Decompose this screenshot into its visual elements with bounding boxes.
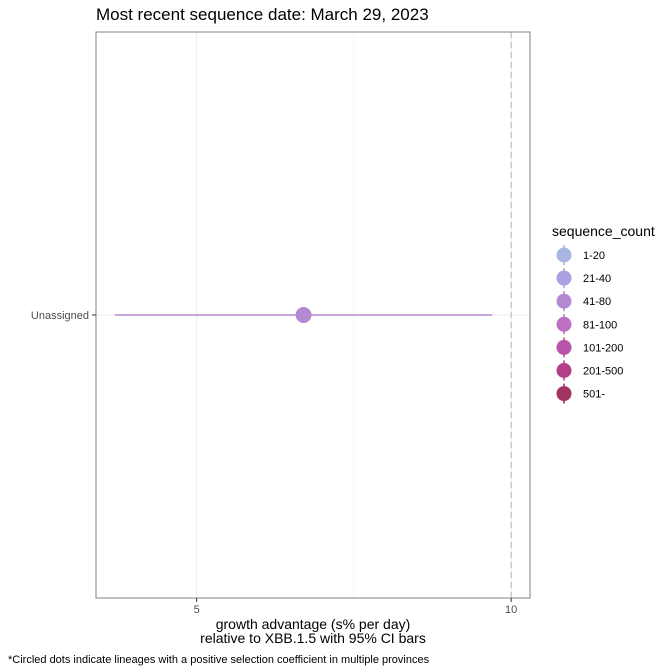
legend-key: [556, 268, 572, 289]
x-axis-title-line1: growth advantage (s% per day): [216, 616, 411, 632]
chart-title: Most recent sequence date: March 29, 202…: [96, 5, 429, 24]
legend-label: 21-40: [583, 273, 611, 285]
legend-key: [556, 337, 572, 358]
data-marks: [114, 307, 493, 323]
chart-caption: *Circled dots indicate lineages with a p…: [8, 654, 430, 666]
plot-panel: [95, 31, 531, 599]
legend: sequence_count 1-20 21-40 41-80 81-100 101-2…: [552, 223, 655, 404]
legend-label: 41-80: [583, 296, 611, 308]
legend-key-dot: [556, 316, 572, 332]
legend-key-dot: [556, 339, 572, 355]
legend-key-dot: [556, 270, 572, 286]
legend-label: 81-100: [583, 319, 617, 331]
x-axis: 5 10: [194, 598, 517, 616]
legend-title: sequence_count: [552, 223, 655, 239]
data-point: [295, 307, 312, 323]
x-tick-label: 5: [194, 604, 200, 616]
legend-key: [556, 314, 572, 335]
legend-key: [556, 360, 572, 381]
legend-label: 201-500: [583, 366, 623, 378]
legend-key: [556, 245, 572, 265]
x-tick-label: 10: [505, 604, 517, 616]
y-axis: Unassigned: [31, 310, 96, 322]
legend-label: 1-20: [583, 250, 605, 262]
legend-key: [556, 291, 572, 312]
legend-label: 101-200: [583, 342, 623, 354]
legend-key: [556, 383, 572, 404]
legend-key-dot: [556, 386, 572, 402]
legend-key-dot: [556, 247, 572, 263]
legend-key-dot: [556, 293, 572, 309]
y-tick-label: Unassigned: [31, 310, 89, 322]
x-axis-title-line2: relative to XBB.1.5 with 95% CI bars: [200, 630, 426, 646]
legend-label: 501-: [583, 389, 605, 401]
legend-key-dot: [556, 363, 572, 378]
